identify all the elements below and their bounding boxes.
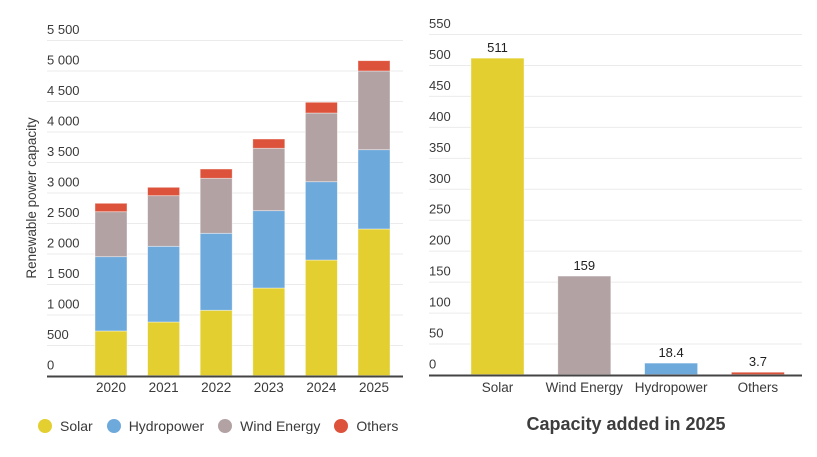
data-label: 159 bbox=[573, 258, 595, 273]
x-tick-label: Others bbox=[738, 380, 779, 395]
bar-segment-others bbox=[357, 60, 391, 72]
left-y-ticks: 0 500 1 000 1 500 2 000 2 500 3 000 3 500 4 000 4… bbox=[47, 22, 80, 373]
bar-segment-wind-energy bbox=[304, 112, 338, 183]
bar-segment-hydropower bbox=[304, 181, 338, 261]
y-tick-label: 250 bbox=[429, 202, 451, 217]
y-tick-label: 500 bbox=[47, 327, 69, 342]
y-tick-label: 3 500 bbox=[47, 144, 80, 159]
y-tick-label: 0 bbox=[47, 358, 54, 373]
capacity-added-chart: 0 50 100 150 200 250 300 350 400 450 500 550 511 159… bbox=[429, 16, 802, 434]
bar-segment-solar bbox=[252, 287, 286, 376]
x-tick-label: 2023 bbox=[254, 380, 284, 395]
right-x-ticks: Solar Wind Energy Hydropower Others bbox=[482, 380, 779, 395]
legend-label: Solar bbox=[60, 418, 93, 434]
bar-solar bbox=[470, 57, 525, 375]
x-tick-label: Hydropower bbox=[635, 380, 708, 395]
bar-segment-others bbox=[304, 101, 338, 114]
bar-others bbox=[731, 371, 785, 375]
data-label: 511 bbox=[487, 40, 508, 55]
legend-dot-icon bbox=[218, 419, 233, 433]
y-tick-label: 3 000 bbox=[47, 175, 80, 190]
legend-label: Others bbox=[356, 418, 399, 434]
legend-dot-icon bbox=[38, 419, 52, 433]
legend-label: Hydropower bbox=[128, 418, 205, 434]
y-tick-label: 150 bbox=[429, 264, 451, 279]
y-tick-label: 0 bbox=[429, 357, 436, 372]
bar-segment-hydropower bbox=[94, 256, 128, 332]
bar-segment-others bbox=[199, 168, 233, 179]
y-tick-label: 4 000 bbox=[47, 114, 80, 129]
left-bars bbox=[94, 60, 391, 376]
y-tick-label: 100 bbox=[429, 295, 451, 310]
y-tick-label: 200 bbox=[429, 233, 451, 248]
data-label: 3.7 bbox=[749, 354, 767, 369]
bar-segment-solar bbox=[147, 321, 181, 376]
bar-segment-solar bbox=[199, 309, 233, 376]
bar-segment-wind-energy bbox=[94, 211, 128, 258]
bar-segment-others bbox=[147, 186, 181, 197]
bar-segment-hydropower bbox=[357, 149, 391, 230]
bar-segment-wind-energy bbox=[147, 195, 181, 247]
bar-segment-hydropower bbox=[147, 245, 181, 323]
legend-item-solar[interactable]: Solar bbox=[38, 418, 93, 434]
y-tick-label: 550 bbox=[429, 16, 451, 31]
y-tick-label: 1 000 bbox=[47, 297, 80, 312]
y-tick-label: 300 bbox=[429, 171, 451, 186]
y-tick-label: 2 000 bbox=[47, 236, 80, 251]
y-tick-label: 450 bbox=[429, 78, 451, 93]
x-tick-label: Wind Energy bbox=[546, 380, 624, 395]
left-x-ticks: 2020 2021 2022 2023 2024 2025 bbox=[96, 380, 389, 395]
bar-segment-hydropower bbox=[252, 210, 286, 289]
legend-item-wind-energy[interactable]: Wind Energy bbox=[218, 418, 320, 434]
right-data-labels: 511 159 18.4 3.7 bbox=[487, 40, 767, 369]
data-label: 18.4 bbox=[658, 345, 683, 360]
x-tick-label: Solar bbox=[482, 380, 514, 395]
legend-label: Wind Energy bbox=[240, 418, 321, 434]
y-tick-label: 50 bbox=[429, 326, 443, 341]
left-y-axis-label: Renewable power capacity bbox=[24, 117, 39, 279]
x-tick-label: 2024 bbox=[306, 380, 337, 395]
x-tick-label: 2021 bbox=[149, 380, 179, 395]
bar-segment-solar bbox=[304, 259, 338, 376]
y-tick-label: 5 500 bbox=[47, 22, 80, 37]
bar-segment-solar bbox=[94, 330, 128, 376]
x-tick-label: 2022 bbox=[201, 380, 231, 395]
right-chart-title: Capacity added in 2025 bbox=[526, 414, 725, 434]
bar-segment-others bbox=[94, 202, 128, 213]
x-tick-label: 2020 bbox=[96, 380, 126, 395]
y-tick-label: 1 500 bbox=[47, 266, 80, 281]
bar-hydropower bbox=[644, 362, 698, 375]
y-tick-label: 5 000 bbox=[47, 53, 80, 68]
right-y-ticks: 0 50 100 150 200 250 300 350 400 450 500 550 bbox=[429, 16, 451, 372]
y-tick-label: 500 bbox=[429, 47, 451, 62]
legend-item-others[interactable]: Others bbox=[334, 418, 398, 434]
y-tick-label: 2 500 bbox=[47, 205, 80, 220]
bar-segment-hydropower bbox=[199, 232, 233, 311]
y-tick-label: 350 bbox=[429, 140, 451, 155]
bar-segment-wind-energy bbox=[199, 177, 233, 234]
bar-wind-energy bbox=[557, 275, 612, 375]
x-tick-label: 2025 bbox=[359, 380, 389, 395]
legend-dot-icon bbox=[106, 419, 121, 433]
legend-dot-icon bbox=[334, 419, 349, 433]
legend: Solar Hydropower Wind Energy Others bbox=[38, 418, 412, 434]
bar-segment-solar bbox=[357, 228, 391, 376]
bar-segment-wind-energy bbox=[252, 147, 286, 212]
bar-segment-wind-energy bbox=[357, 70, 391, 151]
legend-item-hydropower[interactable]: Hydropower bbox=[106, 418, 205, 434]
bar-segment-others bbox=[252, 138, 286, 149]
y-tick-label: 4 500 bbox=[47, 83, 80, 98]
stacked-capacity-chart: 0 500 1 000 1 500 2 000 2 500 3 000 3 500 4 000 4… bbox=[24, 22, 403, 395]
y-tick-label: 400 bbox=[429, 109, 451, 124]
right-bars bbox=[470, 57, 785, 375]
